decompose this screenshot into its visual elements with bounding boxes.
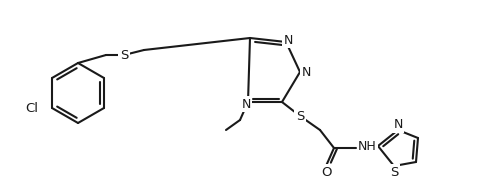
Text: S: S [120,48,128,61]
Text: N: N [241,97,251,110]
Text: S: S [296,110,304,122]
Text: N: N [283,33,293,46]
Text: N: N [393,119,403,132]
Text: S: S [390,166,398,179]
Text: N: N [301,65,311,78]
Text: NH: NH [358,139,377,152]
Text: Cl: Cl [25,102,38,115]
Text: O: O [321,166,331,179]
